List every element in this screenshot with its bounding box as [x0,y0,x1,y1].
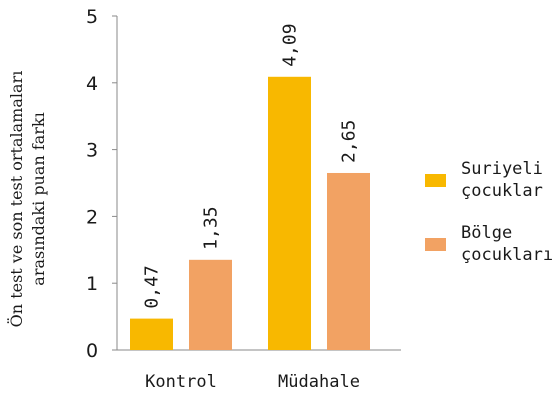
y-axis-title-line-1: Ön test ve son test ortalamaları [6,71,26,328]
bar-kontrol-series-2 [189,259,232,350]
legend-swatch-series-2 [425,238,446,251]
legend-label: çocukları [461,245,553,265]
data-labels: 0,47 1,35 4,09 2,65 [142,23,360,308]
axes: 0 1 2 3 4 5 Kontrol Müdahale [86,6,401,392]
x-category-label: Kontrol [145,372,217,392]
y-tick-label: 1 [86,273,98,295]
bar-mudahale-series-2 [327,172,370,350]
y-tick-label: 0 [86,340,98,362]
legend-label: Bölge [461,223,512,243]
y-axis-title-line-2: arasındaki puan farkı [29,112,48,285]
y-tick-label: 4 [86,73,98,95]
data-label: 0,47 [142,265,163,308]
x-category-label: Müdahale [278,372,360,392]
y-tick-label: 3 [86,140,98,162]
data-label: 2,65 [339,120,360,163]
bar-kontrol-series-1 [130,318,173,350]
y-axis-title: Ön test ve son test ortalamaları arasında… [6,71,48,328]
bar-mudahale-series-1 [268,76,311,351]
legend-label: çocuklar [461,181,543,201]
y-tick-label: 2 [86,206,98,228]
legend-swatch-series-1 [425,174,446,187]
bars [130,76,370,351]
legend-label: Suriyeli [461,159,543,179]
data-label: 4,09 [280,23,301,66]
data-label: 1,35 [201,206,222,249]
y-tick-label: 5 [86,6,98,28]
